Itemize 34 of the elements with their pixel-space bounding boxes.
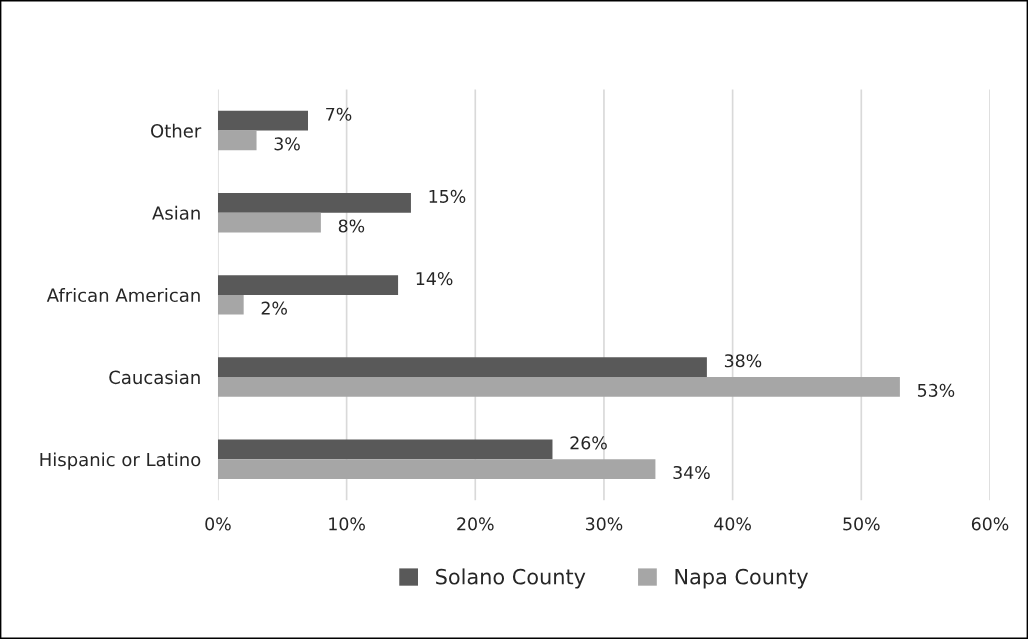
data-label: 26% [570, 436, 607, 450]
y-tick-label: Other [151, 123, 202, 138]
bar [217, 459, 656, 479]
bar [217, 212, 321, 233]
bar [217, 193, 411, 213]
data-label: 14% [416, 272, 453, 286]
y-tick-label: African American [46, 288, 200, 303]
x-tick-label: 50% [843, 517, 880, 531]
x-tick-label: 10% [329, 517, 365, 531]
x-tick-label: 0% [205, 517, 231, 531]
bar [217, 294, 244, 315]
data-label: 7% [326, 107, 352, 121]
legend-label: Napa County [675, 568, 809, 589]
data-label: 8% [338, 219, 365, 233]
data-label: 3% [274, 137, 300, 151]
bar [217, 377, 900, 397]
bar [217, 439, 553, 460]
data-label: 15% [429, 189, 466, 203]
x-tick-label: 40% [714, 517, 751, 531]
y-tick-label: Hispanic or Latino [40, 452, 201, 470]
bar [217, 275, 399, 295]
data-label: 38% [724, 354, 762, 368]
legend-label: Solano County [436, 568, 586, 589]
bar [217, 130, 257, 151]
x-tick-label: 20% [457, 517, 494, 531]
data-label: 2% [261, 301, 287, 315]
x-tick-label: 30% [585, 517, 623, 531]
x-tick-label: 60% [971, 517, 1009, 531]
bar [217, 357, 707, 378]
bar [217, 110, 309, 131]
y-tick-label: Asian [152, 205, 200, 220]
data-label: 53% [917, 383, 955, 397]
y-tick-label: Caucasian [109, 370, 200, 385]
data-label: 34% [673, 465, 710, 480]
